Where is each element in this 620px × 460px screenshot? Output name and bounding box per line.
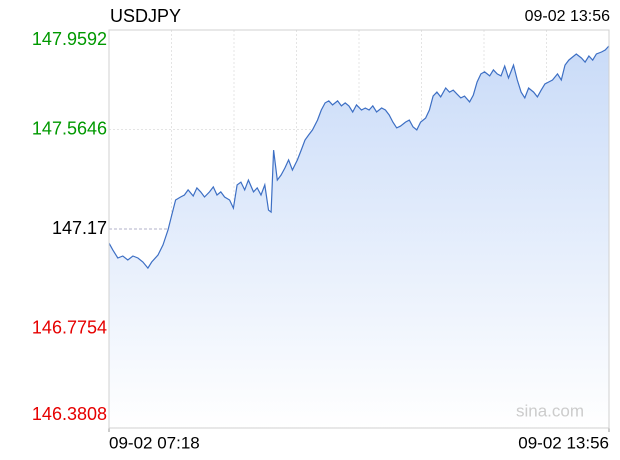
chart-title: USDJPY (110, 6, 181, 26)
y-tick-label: 146.3808 (32, 404, 107, 424)
y-tick-label: 146.7754 (32, 317, 107, 337)
x-tick-label: 09-02 07:18 (109, 433, 200, 452)
timestamp: 09-02 13:56 (525, 8, 611, 25)
area (109, 45, 609, 429)
x-tick-label: 09-02 13:56 (518, 433, 609, 452)
watermark: sina.com (516, 401, 584, 420)
plot-border (108, 29, 610, 429)
y-tick-label: 147.9592 (32, 29, 107, 49)
y-tick-label: 147.5646 (32, 118, 107, 138)
price-line (108, 45, 610, 270)
y-tick-label: 147.17 (52, 218, 107, 238)
